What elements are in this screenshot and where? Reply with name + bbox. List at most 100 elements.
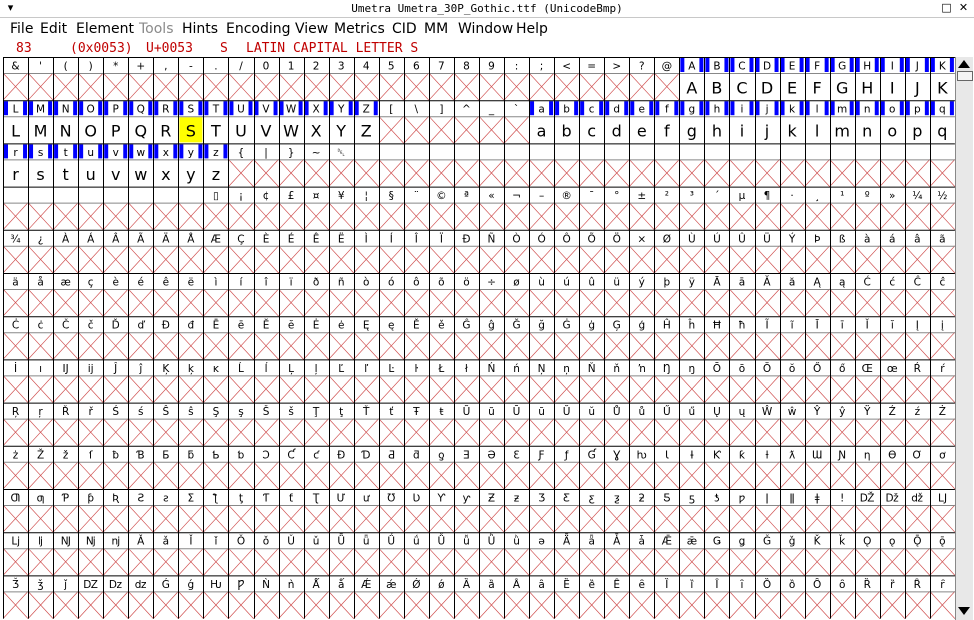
empty-glyph-cell[interactable] — [679, 591, 705, 619]
empty-glyph-cell[interactable] — [253, 461, 279, 490]
empty-glyph-cell[interactable] — [303, 591, 329, 619]
empty-glyph-cell[interactable] — [829, 245, 855, 274]
empty-glyph-cell[interactable] — [378, 115, 405, 144]
menu-window[interactable]: Window — [458, 21, 514, 37]
empty-glyph-cell[interactable] — [278, 591, 304, 619]
empty-glyph-cell[interactable] — [578, 504, 605, 533]
empty-glyph-cell[interactable] — [428, 72, 455, 101]
empty-glyph-cell[interactable] — [428, 288, 455, 317]
empty-glyph-cell[interactable] — [303, 418, 329, 447]
empty-glyph-cell[interactable] — [879, 202, 906, 231]
empty-glyph-cell[interactable] — [679, 418, 705, 447]
empty-glyph-cell[interactable] — [403, 547, 430, 576]
empty-glyph-cell[interactable] — [328, 547, 354, 576]
empty-glyph-cell[interactable] — [804, 159, 830, 187]
empty-glyph-cell[interactable] — [153, 591, 179, 619]
empty-glyph-cell[interactable] — [3, 288, 29, 317]
empty-glyph-cell[interactable] — [754, 591, 780, 619]
empty-glyph-cell[interactable] — [378, 504, 405, 533]
empty-glyph-cell[interactable] — [679, 461, 705, 490]
empty-glyph-cell[interactable] — [353, 159, 380, 187]
empty-glyph-cell[interactable] — [102, 418, 129, 447]
glyph-cell[interactable]: a — [537, 122, 547, 141]
empty-glyph-cell[interactable] — [503, 72, 530, 101]
empty-glyph-cell[interactable] — [203, 288, 229, 317]
empty-glyph-cell[interactable] — [603, 418, 630, 447]
empty-glyph-cell[interactable] — [904, 418, 931, 447]
empty-glyph-cell[interactable] — [303, 375, 329, 403]
empty-glyph-cell[interactable] — [829, 547, 855, 576]
empty-glyph-cell[interactable] — [553, 288, 580, 317]
empty-glyph-cell[interactable] — [453, 461, 480, 490]
empty-glyph-cell[interactable] — [153, 202, 179, 231]
empty-glyph-cell[interactable] — [478, 159, 505, 187]
empty-glyph-cell[interactable] — [679, 159, 705, 187]
empty-glyph-cell[interactable] — [754, 418, 780, 447]
scroll-thumb[interactable] — [957, 71, 973, 81]
empty-glyph-cell[interactable] — [453, 115, 480, 144]
empty-glyph-cell[interactable] — [478, 547, 505, 576]
empty-glyph-cell[interactable] — [102, 375, 129, 403]
empty-glyph-cell[interactable] — [929, 504, 956, 533]
empty-glyph-cell[interactable] — [253, 245, 279, 274]
empty-glyph-cell[interactable] — [754, 245, 780, 274]
empty-glyph-cell[interactable] — [704, 202, 730, 231]
empty-glyph-cell[interactable] — [553, 159, 580, 187]
empty-glyph-cell[interactable] — [804, 547, 830, 576]
empty-glyph-cell[interactable] — [253, 418, 279, 447]
empty-glyph-cell[interactable] — [203, 547, 229, 576]
empty-glyph-cell[interactable] — [428, 418, 455, 447]
scroll-up-arrow-icon[interactable] — [958, 60, 970, 68]
empty-glyph-cell[interactable] — [854, 245, 881, 274]
glyph-cell[interactable]: k — [787, 122, 797, 141]
empty-glyph-cell[interactable] — [153, 72, 179, 101]
glyph-cell[interactable]: N — [60, 122, 72, 141]
empty-glyph-cell[interactable] — [278, 331, 304, 360]
empty-glyph-cell[interactable] — [628, 418, 655, 447]
empty-glyph-cell[interactable] — [253, 504, 279, 533]
empty-glyph-cell[interactable] — [528, 504, 555, 533]
glyph-cell[interactable]: E — [787, 79, 797, 98]
empty-glyph-cell[interactable] — [503, 159, 530, 187]
empty-glyph-cell[interactable] — [203, 375, 229, 403]
empty-glyph-cell[interactable] — [102, 72, 129, 101]
empty-glyph-cell[interactable] — [628, 591, 655, 619]
empty-glyph-cell[interactable] — [654, 245, 680, 274]
empty-glyph-cell[interactable] — [178, 202, 204, 231]
empty-glyph-cell[interactable] — [378, 547, 405, 576]
empty-glyph-cell[interactable] — [228, 159, 254, 187]
empty-glyph-cell[interactable] — [253, 72, 279, 101]
empty-glyph-cell[interactable] — [228, 202, 254, 231]
empty-glyph-cell[interactable] — [428, 202, 455, 231]
glyph-cell[interactable]: Q — [134, 122, 147, 141]
empty-glyph-cell[interactable] — [353, 591, 380, 619]
empty-glyph-cell[interactable] — [628, 547, 655, 576]
empty-glyph-cell[interactable] — [854, 288, 881, 317]
empty-glyph-cell[interactable] — [403, 115, 430, 144]
empty-glyph-cell[interactable] — [403, 504, 430, 533]
empty-glyph-cell[interactable] — [779, 504, 805, 533]
empty-glyph-cell[interactable] — [478, 331, 505, 360]
empty-glyph-cell[interactable] — [804, 331, 830, 360]
empty-glyph-cell[interactable] — [77, 245, 104, 274]
empty-glyph-cell[interactable] — [779, 418, 805, 447]
empty-glyph-cell[interactable] — [3, 547, 29, 576]
empty-glyph-cell[interactable] — [904, 591, 931, 619]
empty-glyph-cell[interactable] — [253, 159, 279, 187]
scroll-down-arrow-icon[interactable] — [958, 607, 970, 615]
empty-glyph-cell[interactable] — [453, 591, 480, 619]
empty-glyph-cell[interactable] — [378, 202, 405, 231]
empty-glyph-cell[interactable] — [203, 591, 229, 619]
empty-glyph-cell[interactable] — [178, 591, 204, 619]
empty-glyph-cell[interactable] — [328, 331, 354, 360]
empty-glyph-cell[interactable] — [77, 504, 104, 533]
empty-glyph-cell[interactable] — [403, 461, 430, 490]
empty-glyph-cell[interactable] — [77, 547, 104, 576]
empty-glyph-cell[interactable] — [77, 591, 104, 619]
menu-metrics[interactable]: Metrics — [334, 21, 385, 37]
empty-glyph-cell[interactable] — [553, 375, 580, 403]
glyph-cell[interactable]: Z — [361, 122, 372, 141]
empty-glyph-cell[interactable] — [52, 202, 79, 231]
empty-glyph-cell[interactable] — [879, 288, 906, 317]
empty-glyph-cell[interactable] — [153, 461, 179, 490]
